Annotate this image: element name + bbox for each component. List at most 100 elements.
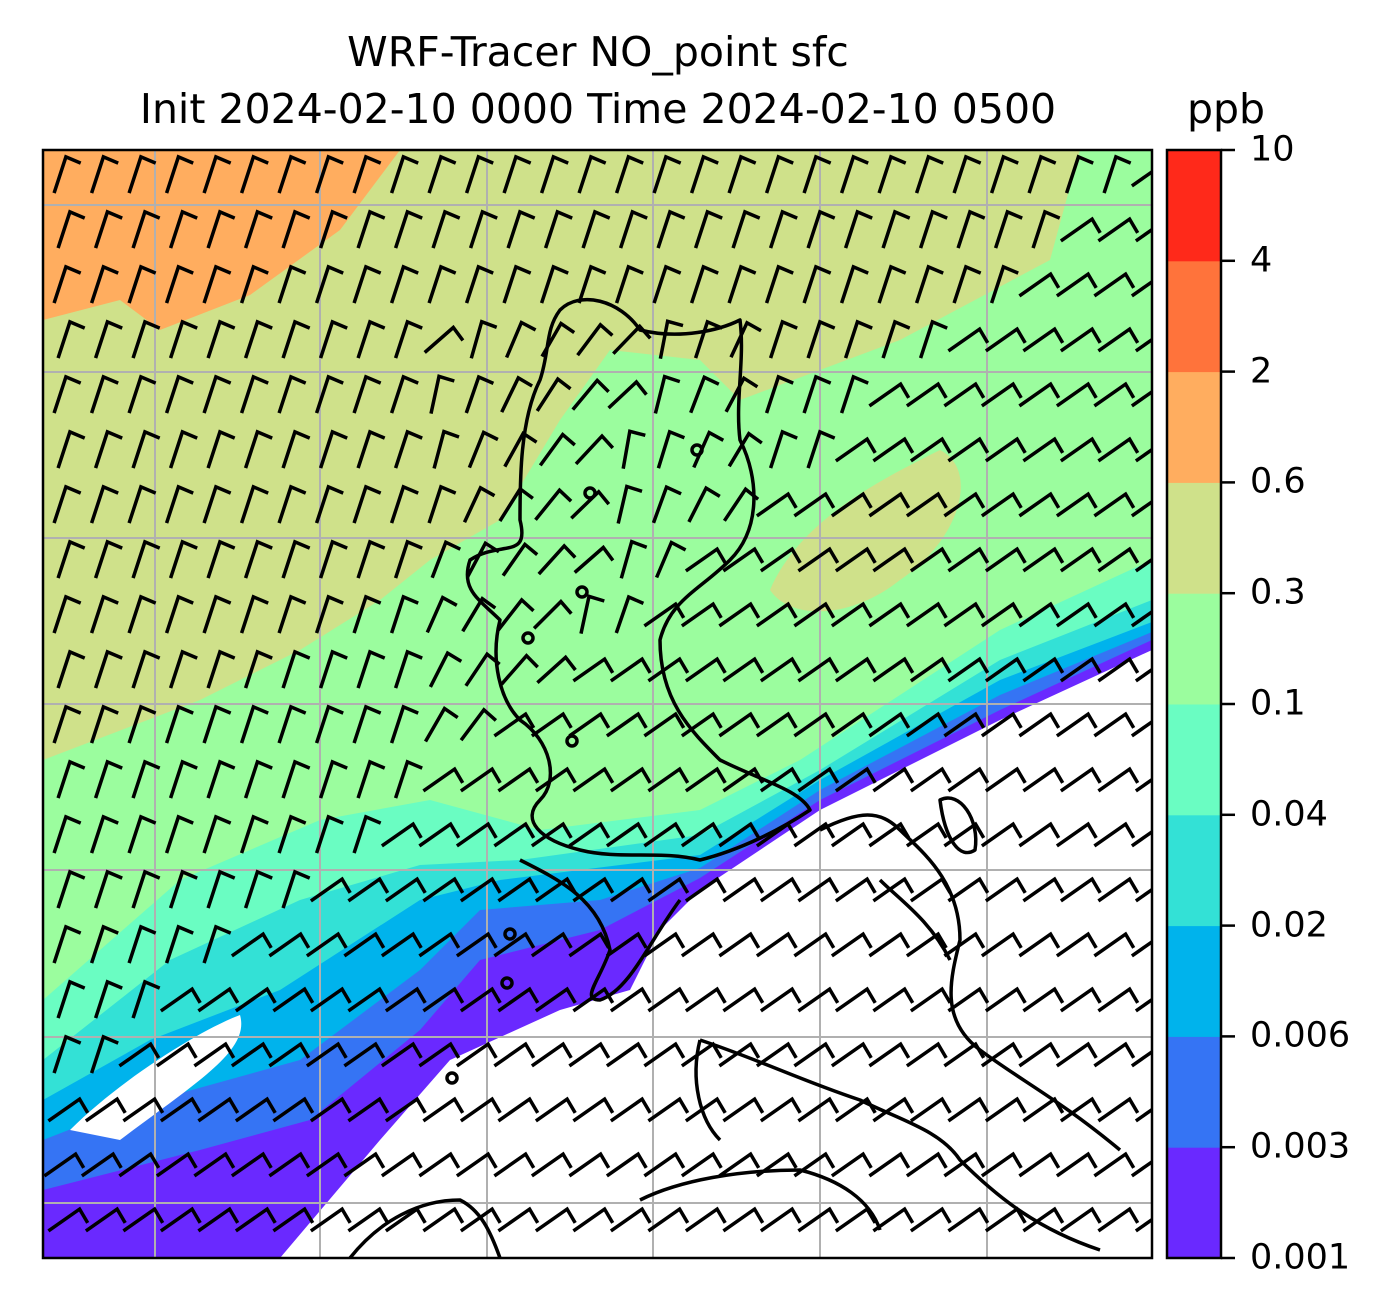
wind-barb	[418, 1151, 461, 1178]
wind-barb	[118, 1041, 161, 1068]
wind-barb	[314, 704, 344, 744]
wind-barb	[1018, 601, 1061, 628]
wind-barb	[643, 1151, 686, 1178]
wind-barb	[427, 154, 457, 194]
wind-barb	[944, 1264, 983, 1286]
wind-barb	[905, 821, 948, 848]
wind-barb	[431, 209, 461, 249]
wind-barb	[980, 711, 1023, 738]
wind-barb	[797, 656, 840, 683]
wind-barb	[918, 209, 948, 249]
wind-barb	[793, 931, 836, 958]
wind-barb	[535, 376, 572, 412]
wind-barb	[984, 876, 1027, 903]
wind-barb	[498, 486, 534, 523]
wind-barb	[309, 986, 352, 1013]
wind-barb	[131, 539, 161, 579]
wind-barb	[393, 759, 423, 799]
wind-barb	[806, 319, 836, 359]
wind-barb	[947, 876, 990, 903]
wind-barb	[834, 546, 877, 573]
wind-barb	[503, 430, 538, 468]
coastline-segment	[699, 1038, 1101, 1252]
wind-barb	[131, 869, 161, 909]
wind-barb	[127, 594, 157, 634]
wind-barb	[947, 656, 990, 683]
wind-barb	[502, 264, 532, 304]
contour-band-7	[43, 150, 400, 330]
wind-barb	[56, 869, 86, 909]
wind-barb	[1097, 986, 1140, 1013]
wind-barb	[572, 656, 615, 683]
wind-barb	[759, 1096, 802, 1123]
wind-barb	[122, 1096, 165, 1123]
wind-barb	[1018, 1151, 1061, 1178]
lat-lon-gridlines	[43, 150, 1152, 1258]
wind-barb	[384, 1206, 427, 1233]
wind-barb	[905, 1041, 948, 1068]
wind-barb	[427, 264, 457, 304]
wind-barb	[619, 539, 648, 579]
wind-barb	[872, 1096, 915, 1123]
wind-barb	[757, 1264, 796, 1286]
wind-barb	[497, 1096, 540, 1123]
wind-barb	[652, 264, 682, 304]
wind-barb	[427, 484, 457, 524]
wind-barb	[467, 429, 499, 469]
wind-barb	[881, 319, 911, 359]
wind-barb	[830, 821, 873, 848]
wind-barb	[905, 931, 948, 958]
wind-barb	[389, 594, 419, 634]
wind-barb	[605, 711, 648, 738]
wind-barb	[1132, 1264, 1171, 1286]
wind-barb	[984, 436, 1027, 463]
wind-barb	[943, 711, 986, 738]
wind-barb	[1022, 1096, 1065, 1123]
wind-barb	[872, 436, 915, 463]
wind-barb	[89, 484, 119, 524]
wind-barb	[905, 1151, 948, 1178]
wind-barb	[684, 876, 727, 903]
island-outline	[500, 976, 514, 990]
wind-barb	[462, 485, 496, 523]
wind-barb	[797, 876, 840, 903]
wind-barb	[455, 821, 498, 848]
wind-barb	[493, 1151, 536, 1178]
wind-barb	[806, 429, 836, 469]
wind-barb	[843, 319, 873, 359]
wind-barb	[718, 1041, 761, 1068]
wind-barb	[572, 986, 615, 1013]
wind-barb	[493, 711, 536, 738]
wind-barb	[794, 1264, 833, 1286]
wind-barb	[1094, 1264, 1133, 1286]
wind-barb	[281, 869, 311, 909]
wind-barb	[206, 649, 236, 689]
wind-barb	[127, 154, 157, 194]
wind-barb	[193, 1151, 236, 1178]
wind-barb	[1093, 381, 1136, 408]
wind-barb	[568, 821, 611, 848]
wind-barb	[1093, 271, 1136, 298]
wind-barb	[573, 544, 615, 574]
wind-barb	[356, 319, 386, 359]
wind-barb	[834, 766, 877, 793]
wind-barb	[389, 154, 419, 194]
wind-barb	[230, 1041, 273, 1068]
wind-barb	[314, 594, 344, 634]
wind-barb	[464, 264, 494, 304]
wind-barb	[609, 766, 652, 793]
wind-barb	[432, 429, 460, 469]
wind-barb	[984, 656, 1027, 683]
wind-barb	[277, 704, 307, 744]
wind-barb	[318, 319, 348, 359]
wind-barb	[727, 264, 757, 304]
wind-barb	[1130, 389, 1152, 408]
wind-barb	[530, 711, 573, 738]
wind-barb	[422, 876, 465, 903]
wind-barb	[609, 1096, 652, 1123]
wind-barb	[47, 1096, 90, 1123]
wind-barb	[277, 484, 307, 524]
wind-barb	[830, 711, 873, 738]
wind-barb	[956, 209, 986, 249]
wind-barb	[52, 154, 82, 194]
